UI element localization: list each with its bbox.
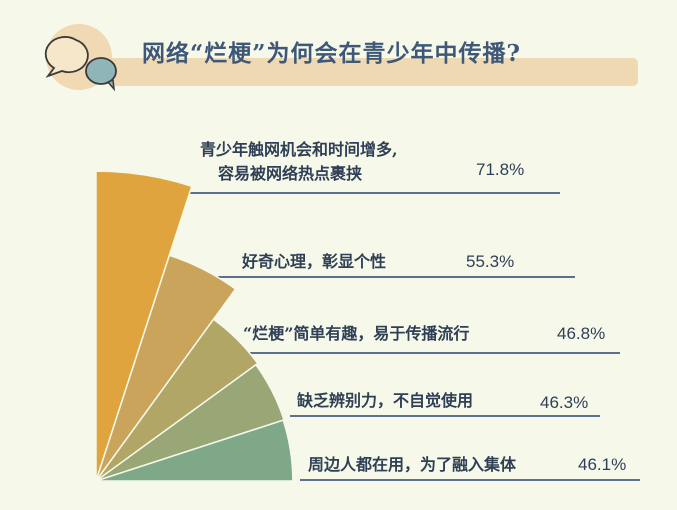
category-label-3: “烂梗”简单有趣，易于传播流行 xyxy=(243,324,470,343)
category-label-1-line-2: 容易被网络热点裹挟 xyxy=(218,164,363,183)
value-label-4: 46.3% xyxy=(540,393,589,412)
category-label-4: 缺乏辨别力，不自觉使用 xyxy=(297,391,474,410)
value-label-5: 46.1% xyxy=(578,455,627,474)
chart-title: 网络“烂梗”为何会在青少年中传播? xyxy=(142,40,521,67)
category-label-5: 周边人都在用，为了融入集体 xyxy=(308,455,517,474)
fan-sector-4 xyxy=(95,363,285,482)
category-label-1-line-1: 青少年触网机会和时间增多, xyxy=(200,140,398,159)
fan-sector-2 xyxy=(95,254,237,482)
chat-bubbles-icon xyxy=(44,36,117,92)
value-label-1: 71.8% xyxy=(476,160,525,179)
category-label-2: 好奇心理，彰显个性 xyxy=(242,252,387,271)
fan-sector-3 xyxy=(95,318,259,482)
value-label-3: 46.8% xyxy=(557,324,606,343)
title-bar xyxy=(108,58,638,86)
value-label-2: 55.3% xyxy=(466,252,515,271)
fan-sector-5 xyxy=(95,419,294,482)
fan-sector-1 xyxy=(95,170,193,482)
category-label-1: 青少年触网机会和时间增多, 容易被网络热点裹挟 xyxy=(200,138,398,186)
